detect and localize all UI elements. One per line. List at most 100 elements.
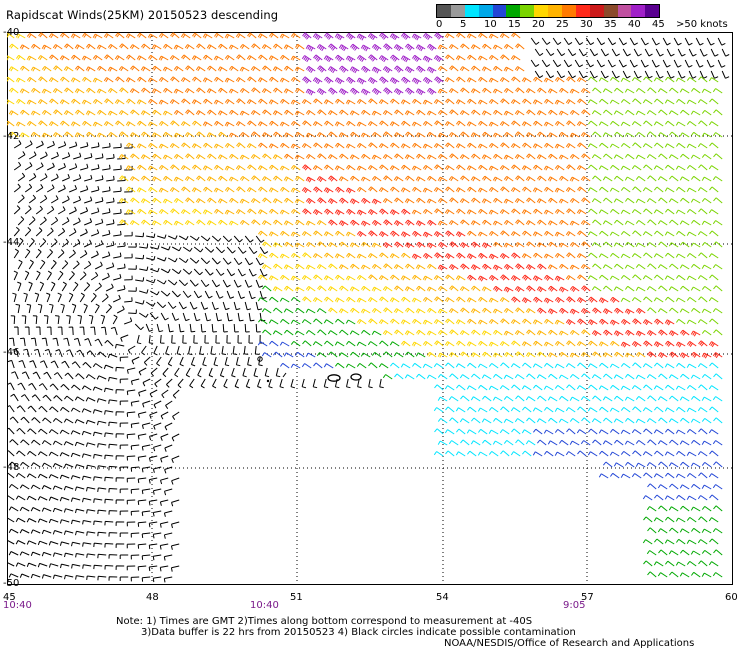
wind-barb <box>345 340 356 347</box>
wind-barb <box>356 77 367 85</box>
wind-barb <box>558 439 569 446</box>
wind-barb <box>642 275 653 281</box>
wind-barb <box>15 121 26 127</box>
wind-barb <box>404 330 415 336</box>
wind-barb <box>721 70 730 79</box>
wind-barb <box>97 351 107 358</box>
wind-barb <box>434 32 444 40</box>
wind-barb <box>218 219 228 226</box>
wind-barb <box>477 55 488 61</box>
wind-barb <box>525 396 536 402</box>
wind-barb <box>136 187 147 193</box>
wind-barb <box>257 341 268 347</box>
wind-barb <box>390 274 400 281</box>
wind-barb <box>42 394 52 402</box>
wind-barb <box>647 527 657 534</box>
wind-barb <box>283 44 294 50</box>
wind-barb <box>533 296 543 303</box>
wind-barb <box>537 307 547 314</box>
wind-barb <box>569 241 580 248</box>
wind-barb <box>312 33 323 41</box>
wind-barb <box>279 54 290 61</box>
wind-barb <box>180 121 191 127</box>
wind-barb <box>526 285 536 292</box>
wind-barb <box>613 374 624 380</box>
wind-barb <box>323 99 334 105</box>
wind-barb <box>657 440 668 446</box>
wind-barb <box>20 337 26 347</box>
wind-barb <box>360 264 371 270</box>
wind-barb <box>624 285 635 292</box>
wind-barb <box>411 253 422 260</box>
wind-barb <box>181 98 191 105</box>
wind-barb <box>614 87 624 94</box>
wind-barb <box>41 337 48 347</box>
wind-barb <box>697 319 708 325</box>
wind-barb <box>679 264 690 270</box>
wind-barb <box>26 518 37 523</box>
wind-barb <box>536 110 547 116</box>
wind-barb <box>665 428 675 435</box>
wind-barb <box>383 219 393 226</box>
legend-labels: 0 5 10 15 20 25 30 35 40 45 >50 knots <box>436 18 728 30</box>
wind-barb <box>448 132 459 138</box>
wind-barb <box>92 98 103 105</box>
wind-barb <box>653 385 664 391</box>
wind-barb <box>257 33 268 39</box>
wind-barb <box>17 281 22 292</box>
wind-barb <box>105 283 114 292</box>
wind-barb <box>632 450 642 457</box>
wind-barb <box>400 187 411 193</box>
legend-swatch <box>478 5 493 17</box>
wind-barb <box>37 562 48 568</box>
wind-barb <box>158 99 169 105</box>
wind-barb <box>655 70 664 79</box>
wind-barb <box>338 264 349 270</box>
wind-barb <box>600 48 609 57</box>
wind-barb <box>499 121 510 127</box>
wind-barb <box>95 153 104 160</box>
wind-barb <box>643 428 653 435</box>
wind-barb <box>207 153 217 160</box>
wind-barb <box>68 271 75 281</box>
wind-barb <box>686 187 697 193</box>
wind-barb <box>97 443 107 448</box>
wind-barb <box>55 315 60 325</box>
wind-barb <box>488 33 499 39</box>
wind-barb <box>328 219 338 226</box>
wind-barb <box>592 87 602 94</box>
wind-barb <box>664 407 675 413</box>
wind-barb <box>21 394 30 402</box>
wind-barb <box>335 142 345 149</box>
wind-barb <box>577 98 587 105</box>
wind-barb <box>492 44 503 50</box>
wind-barb <box>422 340 433 347</box>
wind-barb <box>433 451 444 457</box>
wind-barb <box>108 576 118 581</box>
wind-barb <box>614 351 624 358</box>
wind-barb <box>259 246 269 255</box>
wind-barb <box>95 175 104 182</box>
wind-barb <box>624 461 635 468</box>
wind-barb <box>654 406 664 413</box>
wind-barb <box>302 208 312 215</box>
wind-barb <box>137 164 147 171</box>
wind-barb <box>115 120 125 127</box>
wind-barb <box>545 48 555 57</box>
wind-barb <box>290 120 301 127</box>
wind-barb <box>690 418 701 424</box>
wind-barb <box>525 132 536 138</box>
wind-barb <box>290 99 301 105</box>
wind-barb <box>643 120 653 127</box>
wind-barb <box>609 407 620 413</box>
wind-barb <box>228 65 239 72</box>
wind-barb <box>500 54 510 61</box>
wind-barb <box>466 385 477 391</box>
wind-barb <box>657 308 668 314</box>
wind-barb <box>349 154 360 160</box>
wind-barb <box>503 110 514 116</box>
wind-barb <box>371 110 382 116</box>
wind-barb <box>302 340 312 347</box>
wind-barb <box>349 66 360 74</box>
wind-barb <box>290 32 301 39</box>
